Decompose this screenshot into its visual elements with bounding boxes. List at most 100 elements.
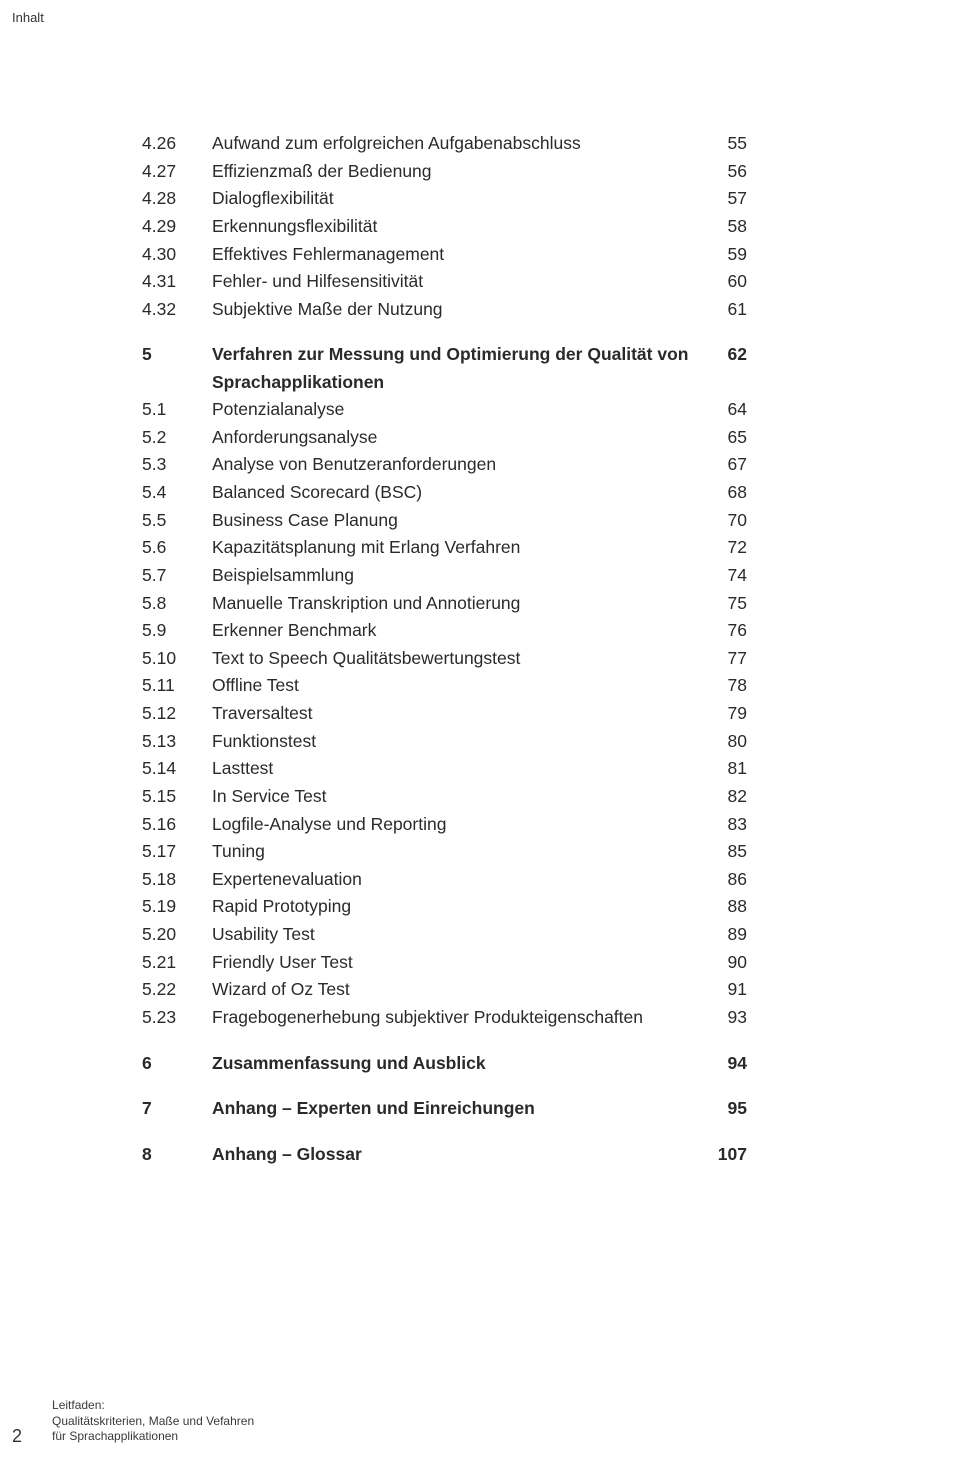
footer-text: Leitfaden: Qualitätskriterien, Maße und …	[52, 1398, 254, 1445]
toc-number: 5.6	[142, 534, 212, 561]
toc-page: 77	[707, 645, 747, 672]
toc-title: Kapazitätsplanung mit Erlang Verfahren	[212, 534, 707, 561]
toc-title: Verfahren zur Messung und Optimierung de…	[212, 341, 707, 395]
toc-row: 5.16Logfile-Analyse und Reporting83	[142, 811, 747, 838]
toc-title: Beispielsammlung	[212, 562, 707, 589]
toc-page: 93	[707, 1004, 747, 1031]
toc-number: 4.28	[142, 185, 212, 212]
toc-title: Logfile-Analyse und Reporting	[212, 811, 707, 838]
toc-title: Erkennungsflexibilität	[212, 213, 707, 240]
toc-row: 4.29Erkennungsflexibilität58	[142, 213, 747, 240]
toc-title: Aufwand zum erfolgreichen Aufgabenabschl…	[212, 130, 707, 157]
toc-number: 5.15	[142, 783, 212, 810]
toc-title: Tuning	[212, 838, 707, 865]
page-number: 2	[12, 1427, 22, 1445]
toc-row: 5.22Wizard of Oz Test91	[142, 976, 747, 1003]
toc-title: In Service Test	[212, 783, 707, 810]
toc-number: 5.23	[142, 1004, 212, 1031]
table-of-contents: 4.26Aufwand zum erfolgreichen Aufgabenab…	[142, 130, 747, 1168]
toc-row: 5.21Friendly User Test90	[142, 949, 747, 976]
section-gap	[142, 1032, 747, 1050]
toc-row: 5.2Anforderungsanalyse65	[142, 424, 747, 451]
toc-number: 5	[142, 341, 212, 368]
toc-title: Rapid Prototyping	[212, 893, 707, 920]
section-gap	[142, 1077, 747, 1095]
toc-page: 55	[707, 130, 747, 157]
toc-row: 4.28Dialogflexibilität57	[142, 185, 747, 212]
toc-row: 6Zusammenfassung und Ausblick94	[142, 1050, 747, 1077]
toc-number: 7	[142, 1095, 212, 1122]
toc-page: 70	[707, 507, 747, 534]
running-head: Inhalt	[12, 10, 44, 25]
toc-row: 7Anhang – Experten und Einreichungen95	[142, 1095, 747, 1122]
toc-title: Anhang – Experten und Einreichungen	[212, 1095, 707, 1122]
toc-page: 78	[707, 672, 747, 699]
toc-number: 5.11	[142, 672, 212, 699]
toc-title: Erkenner Benchmark	[212, 617, 707, 644]
toc-number: 4.32	[142, 296, 212, 323]
toc-number: 6	[142, 1050, 212, 1077]
toc-page: 57	[707, 185, 747, 212]
toc-row: 4.30Effektives Fehlermanagement59	[142, 241, 747, 268]
toc-number: 5.18	[142, 866, 212, 893]
toc-row: 5.23Fragebogenerhebung subjektiver Produ…	[142, 1004, 747, 1031]
toc-number: 5.12	[142, 700, 212, 727]
toc-title: Anforderungsanalyse	[212, 424, 707, 451]
toc-number: 5.4	[142, 479, 212, 506]
toc-page: 62	[707, 341, 747, 368]
toc-title: Text to Speech Qualitätsbewertungstest	[212, 645, 707, 672]
toc-page: 89	[707, 921, 747, 948]
toc-page: 64	[707, 396, 747, 423]
footer-line-3: für Sprachapplikationen	[52, 1429, 254, 1445]
toc-number: 5.9	[142, 617, 212, 644]
toc-title: Usability Test	[212, 921, 707, 948]
toc-number: 5.19	[142, 893, 212, 920]
toc-title: Business Case Planung	[212, 507, 707, 534]
toc-page: 107	[707, 1141, 747, 1168]
toc-title: Friendly User Test	[212, 949, 707, 976]
section-gap	[142, 323, 747, 341]
toc-number: 5.8	[142, 590, 212, 617]
toc-title: Effizienzmaß der Bedienung	[212, 158, 707, 185]
toc-title: Lasttest	[212, 755, 707, 782]
toc-title: Effektives Fehlermanagement	[212, 241, 707, 268]
toc-title: Anhang – Glossar	[212, 1141, 707, 1168]
toc-title: Analyse von Benutzeranforderungen	[212, 451, 707, 478]
toc-number: 5.21	[142, 949, 212, 976]
toc-row: 5.20Usability Test89	[142, 921, 747, 948]
toc-page: 61	[707, 296, 747, 323]
toc-page: 65	[707, 424, 747, 451]
toc-page: 58	[707, 213, 747, 240]
toc-row: 5.19Rapid Prototyping88	[142, 893, 747, 920]
toc-row: 5.5Business Case Planung70	[142, 507, 747, 534]
toc-row: 5.13Funktionstest80	[142, 728, 747, 755]
toc-number: 4.27	[142, 158, 212, 185]
toc-row: 5.4Balanced Scorecard (BSC)68	[142, 479, 747, 506]
toc-page: 74	[707, 562, 747, 589]
toc-row: 5.17Tuning85	[142, 838, 747, 865]
toc-page: 80	[707, 728, 747, 755]
toc-title: Traversaltest	[212, 700, 707, 727]
toc-row: 5.10Text to Speech Qualitätsbewertungste…	[142, 645, 747, 672]
toc-row: 5.3Analyse von Benutzeranforderungen67	[142, 451, 747, 478]
toc-page: 75	[707, 590, 747, 617]
toc-page: 94	[707, 1050, 747, 1077]
toc-row: 5.8Manuelle Transkription und Annotierun…	[142, 590, 747, 617]
toc-row: 5.7Beispielsammlung74	[142, 562, 747, 589]
toc-number: 5.10	[142, 645, 212, 672]
toc-title: Dialogflexibilität	[212, 185, 707, 212]
toc-row: 5Verfahren zur Messung und Optimierung d…	[142, 341, 747, 395]
toc-title: Balanced Scorecard (BSC)	[212, 479, 707, 506]
toc-page: 81	[707, 755, 747, 782]
toc-number: 4.26	[142, 130, 212, 157]
toc-page: 68	[707, 479, 747, 506]
toc-row: 4.31Fehler- und Hilfesensitivität60	[142, 268, 747, 295]
toc-title: Wizard of Oz Test	[212, 976, 707, 1003]
toc-page: 86	[707, 866, 747, 893]
toc-number: 4.31	[142, 268, 212, 295]
footer-line-2: Qualitätskriterien, Maße und Vefahren	[52, 1414, 254, 1430]
toc-page: 79	[707, 700, 747, 727]
section-gap	[142, 1123, 747, 1141]
toc-title: Funktionstest	[212, 728, 707, 755]
toc-number: 8	[142, 1141, 212, 1168]
